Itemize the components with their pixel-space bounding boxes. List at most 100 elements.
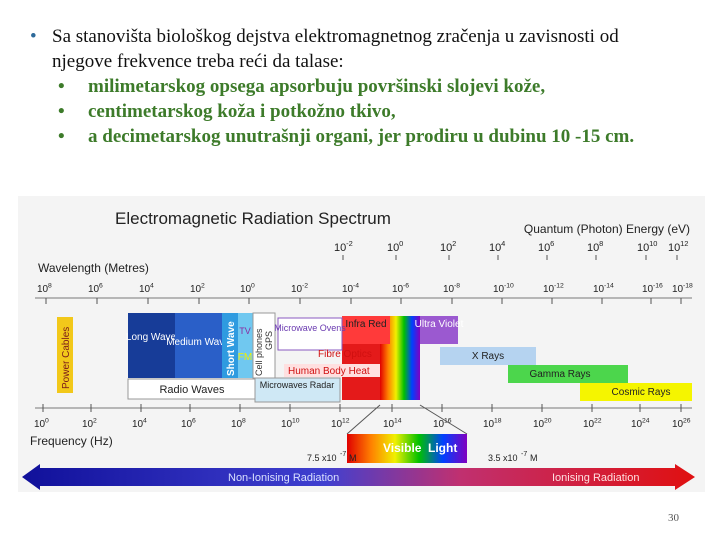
power-label: 10 -2 bbox=[334, 239, 353, 254]
label: Long Wave bbox=[126, 332, 177, 343]
tick-base: 10 bbox=[291, 284, 303, 295]
band bbox=[420, 316, 458, 344]
tick-base: 10 bbox=[392, 284, 404, 295]
tick-base: 10 bbox=[331, 419, 343, 430]
tick-exp: -4 bbox=[353, 283, 359, 290]
power-label: 10 -4 bbox=[342, 283, 359, 296]
tick-exp: 10 bbox=[649, 239, 657, 248]
tick-base: 10 bbox=[440, 242, 452, 254]
label: Short Wave bbox=[226, 321, 237, 376]
sub-bullet: a decimetarskog unutrašnji organi, jer p… bbox=[22, 124, 678, 149]
tick-base: 10 bbox=[240, 284, 252, 295]
label: Visible bbox=[383, 441, 422, 455]
power-label: 10 6 bbox=[181, 418, 196, 431]
tick-exp: -6 bbox=[403, 283, 409, 290]
tick-exp: 0 bbox=[399, 239, 403, 248]
power-label: 10 -6 bbox=[392, 283, 409, 296]
band bbox=[175, 313, 222, 378]
tick-base: 10 bbox=[483, 419, 495, 430]
power-label: 10 2 bbox=[440, 239, 456, 254]
power-label: 10 8 bbox=[231, 418, 246, 431]
power-label: 10 -10 bbox=[493, 283, 514, 296]
tick-exp: 8 bbox=[599, 239, 603, 248]
power-label: 10 18 bbox=[483, 418, 502, 431]
tick-exp: 4 bbox=[150, 283, 154, 290]
tick-base: 10 bbox=[190, 284, 202, 295]
label: TV bbox=[239, 326, 251, 336]
tick-exp: 4 bbox=[143, 418, 147, 425]
power-label: 10 0 bbox=[240, 283, 255, 296]
band bbox=[508, 365, 628, 383]
visible-box bbox=[347, 434, 467, 463]
tick-base: 10 bbox=[493, 284, 505, 295]
tick-base: 10 bbox=[631, 419, 643, 430]
tick-exp: 6 bbox=[192, 418, 196, 425]
power-label: 10 4 bbox=[139, 283, 154, 296]
label: Microwave Ovens bbox=[274, 323, 346, 333]
sub-bullet: centimetarskog koža i potkožno tkivo, bbox=[22, 99, 678, 124]
power-label: 10 -16 bbox=[642, 283, 663, 296]
tick-base: 10 bbox=[543, 284, 555, 295]
label: M bbox=[349, 453, 357, 463]
power-label: 10 12 bbox=[331, 418, 350, 431]
label: X Rays bbox=[472, 351, 504, 362]
tick-exp: -2 bbox=[346, 239, 353, 248]
tick-base: 10 bbox=[489, 242, 501, 254]
tick-base: 10 bbox=[642, 284, 654, 295]
band bbox=[284, 364, 380, 377]
power-label: 10 22 bbox=[583, 418, 602, 431]
label: M bbox=[530, 453, 538, 463]
power-label: 10 -2 bbox=[291, 283, 308, 296]
band bbox=[254, 377, 341, 403]
tick-base: 10 bbox=[587, 242, 599, 254]
tick-exp: 8 bbox=[48, 283, 52, 290]
power-label: 10 20 bbox=[533, 418, 552, 431]
label: Power Cables bbox=[61, 327, 72, 389]
label: -7 bbox=[521, 451, 527, 458]
tick-exp: 8 bbox=[242, 418, 246, 425]
power-label: 10 24 bbox=[631, 418, 650, 431]
power-label: 10 8 bbox=[587, 239, 603, 254]
guide bbox=[346, 404, 381, 435]
band bbox=[57, 317, 73, 393]
tick-base: 10 bbox=[281, 419, 293, 430]
tick-base: 10 bbox=[387, 242, 399, 254]
tick-exp: 2 bbox=[93, 418, 97, 425]
power-label: 10 8 bbox=[37, 283, 52, 296]
tick-exp: -16 bbox=[653, 283, 663, 290]
text-block: Sa stanovišta biološkog dejstva elektrom… bbox=[22, 24, 662, 149]
tick-exp: 14 bbox=[394, 418, 402, 425]
tick-base: 10 bbox=[334, 242, 346, 254]
tick-exp: 2 bbox=[201, 283, 205, 290]
power-label: 10 12 bbox=[668, 239, 688, 254]
band bbox=[128, 313, 175, 378]
tick-base: 10 bbox=[538, 242, 550, 254]
label: Electromagnetic Radiation Spectrum bbox=[115, 209, 391, 228]
power-label: 10 -8 bbox=[443, 283, 460, 296]
tick-base: 10 bbox=[231, 419, 243, 430]
tick-base: 10 bbox=[443, 284, 455, 295]
label: Cell phones bbox=[254, 328, 264, 376]
label: Ionising Radiation bbox=[552, 472, 639, 484]
power-label: 10 -14 bbox=[593, 283, 614, 296]
tick-exp: 4 bbox=[501, 239, 505, 248]
label: Non-Ionising Radiation bbox=[228, 472, 339, 484]
tick-exp: 6 bbox=[99, 283, 103, 290]
label: FM bbox=[238, 352, 252, 363]
tick-base: 10 bbox=[637, 242, 649, 254]
label: Human Body Heat bbox=[288, 366, 370, 377]
power-label: 10 -18 bbox=[672, 283, 693, 296]
tick-base: 10 bbox=[37, 284, 49, 295]
label: Light bbox=[428, 441, 457, 455]
label: 7.5 x10 bbox=[307, 453, 337, 463]
tick-base: 10 bbox=[34, 419, 46, 430]
label: 3.5 x10 bbox=[488, 453, 518, 463]
power-label: 10 -12 bbox=[543, 283, 564, 296]
label: Microwaves Radar bbox=[260, 380, 335, 390]
band bbox=[277, 317, 343, 351]
power-label: 10 16 bbox=[433, 418, 452, 431]
tick-exp: -2 bbox=[302, 283, 308, 290]
power-label: 10 0 bbox=[34, 418, 49, 431]
tick-base: 10 bbox=[593, 284, 605, 295]
arrow bbox=[22, 464, 695, 490]
